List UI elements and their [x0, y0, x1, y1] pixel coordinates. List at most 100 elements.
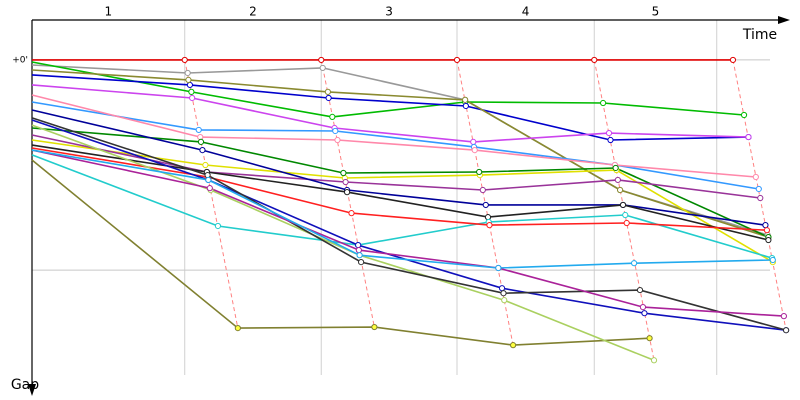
- point: [462, 102, 469, 110]
- point: [782, 327, 790, 334]
- point: [498, 285, 506, 292]
- x-axis-label: Time: [742, 27, 777, 43]
- point: [199, 146, 206, 154]
- lap-line: [184, 59, 239, 329]
- y-tick-label: +0': [12, 55, 28, 65]
- point: [762, 222, 769, 229]
- point: [185, 76, 192, 83]
- point: [318, 56, 325, 64]
- point: [619, 201, 627, 209]
- point: [470, 138, 477, 145]
- series-line: [31, 94, 756, 178]
- point: [204, 172, 211, 179]
- point: [765, 236, 772, 244]
- point: [636, 286, 644, 294]
- point: [334, 136, 341, 144]
- point: [495, 264, 502, 272]
- point: [509, 342, 517, 349]
- point: [641, 310, 648, 317]
- point: [500, 290, 507, 297]
- point: [630, 260, 638, 267]
- series-line: [31, 117, 787, 331]
- point: [486, 222, 493, 229]
- point: [616, 186, 624, 194]
- point: [319, 64, 326, 72]
- series-line: [31, 61, 745, 118]
- point: [752, 173, 759, 181]
- point: [479, 186, 486, 194]
- lap-label: 4: [522, 5, 530, 19]
- series-line: [31, 139, 774, 263]
- x-axis-arrow: [778, 16, 790, 24]
- point: [646, 335, 653, 342]
- point: [639, 303, 647, 311]
- series-line: [31, 84, 749, 143]
- point: [763, 227, 771, 234]
- series-line: [31, 144, 769, 241]
- point: [501, 297, 508, 304]
- series-line: [31, 119, 787, 331]
- series-line: [31, 109, 766, 226]
- series-line: [31, 149, 784, 317]
- series-line: [31, 101, 759, 190]
- point: [757, 194, 764, 202]
- point: [195, 126, 202, 134]
- point: [181, 56, 188, 64]
- point: [325, 94, 332, 102]
- point: [184, 69, 191, 77]
- point: [650, 357, 658, 364]
- point: [329, 113, 336, 120]
- point: [206, 185, 213, 192]
- series-line: [31, 154, 773, 259]
- point: [462, 96, 469, 103]
- point: [622, 211, 629, 219]
- point: [324, 88, 331, 95]
- point: [202, 161, 209, 169]
- point: [605, 129, 613, 137]
- point: [453, 56, 461, 64]
- lap-label: 3: [385, 5, 393, 19]
- point: [186, 81, 194, 89]
- point: [342, 178, 349, 186]
- point: [591, 56, 598, 64]
- lap-label: 5: [652, 5, 660, 19]
- point: [197, 133, 204, 141]
- point: [214, 222, 222, 230]
- point: [343, 189, 351, 196]
- point: [355, 241, 362, 249]
- lap-label: 1: [105, 5, 113, 19]
- point: [614, 176, 621, 184]
- point: [340, 169, 347, 177]
- point: [189, 94, 196, 102]
- point: [471, 146, 478, 154]
- series-line: [31, 69, 769, 238]
- point: [355, 247, 362, 254]
- point: [188, 88, 195, 95]
- point: [356, 252, 363, 259]
- series-line: [31, 74, 749, 141]
- lap-label: 2: [249, 5, 257, 19]
- point: [729, 56, 737, 64]
- point: [234, 325, 241, 332]
- point: [780, 313, 787, 320]
- point: [607, 136, 614, 144]
- point: [482, 201, 489, 209]
- point: [745, 133, 752, 141]
- point: [484, 214, 492, 221]
- point: [371, 323, 378, 331]
- series-line: [31, 147, 767, 231]
- point: [623, 219, 630, 227]
- point: [332, 127, 339, 135]
- lap-line: [732, 59, 787, 331]
- point: [205, 176, 212, 184]
- point: [755, 185, 762, 193]
- point: [769, 256, 776, 264]
- point: [357, 259, 365, 266]
- point: [740, 111, 748, 119]
- point: [348, 210, 355, 217]
- point: [476, 168, 483, 176]
- series-line: [31, 149, 773, 269]
- y-axis-arrow: [28, 384, 36, 396]
